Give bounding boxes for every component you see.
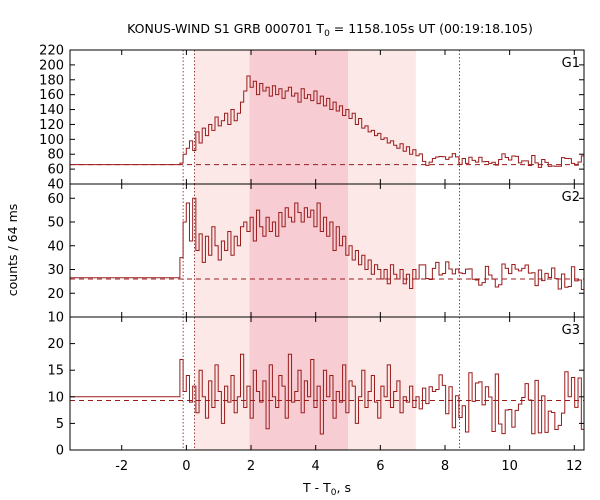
y-tick-label: 220 [39, 44, 64, 59]
y-tick-label: 10 [47, 311, 64, 326]
chart-title: KONUS-WIND S1 GRB 000701 T0 = 1158.105s … [127, 21, 533, 39]
x-tick-label: 6 [376, 459, 384, 474]
y-tick-label: 80 [47, 148, 64, 163]
y-tick-label: 50 [47, 216, 64, 231]
shaded-region-1 [249, 50, 349, 184]
panel-label-g3: G3 [562, 323, 580, 338]
y-tick-label: 15 [47, 364, 64, 379]
y-tick-label: 20 [47, 337, 64, 352]
y-tick-label: 40 [47, 239, 64, 254]
y-tick-label: 60 [47, 192, 64, 207]
light-curve-g1 [70, 75, 584, 168]
y-tick-label: 140 [39, 103, 64, 118]
light-curve-g3 [70, 353, 584, 435]
y-tick-label: 60 [47, 163, 64, 178]
y-tick-label: 40 [47, 178, 64, 193]
x-tick-label: 4 [312, 459, 320, 474]
panels-group: 406080100120140160180200220G110203040506… [39, 44, 585, 459]
y-tick-label: 160 [39, 88, 64, 103]
y-tick-label: 20 [47, 287, 64, 302]
y-axis-label: counts / 64 ms [5, 204, 20, 297]
y-tick-label: 100 [39, 133, 64, 148]
light-curve-g2 [70, 197, 584, 290]
y-tick-label: 5 [56, 417, 64, 432]
y-tick-label: 30 [47, 263, 64, 278]
y-tick-label: 10 [47, 390, 64, 405]
y-tick-label: 0 [56, 444, 64, 459]
y-tick-label: 180 [39, 73, 64, 88]
x-tick-label: 2 [247, 459, 255, 474]
panel-g2: 10 20 30 40 50 60 G2 [47, 183, 585, 326]
x-tick-label: -2 [115, 459, 128, 474]
x-tick-label: 0 [182, 459, 190, 474]
panel-label-g2: G2 [562, 190, 580, 205]
x-axis-label: T - T0, s [302, 480, 351, 498]
x-tick-label: 10 [501, 459, 518, 474]
y-tick-label: 120 [39, 118, 64, 133]
panel-frame [69, 316, 585, 451]
x-tick-label: 8 [441, 459, 449, 474]
panel-g3: 0 5 10 15 20 G3 [47, 316, 585, 459]
panel-label-g1: G1 [562, 56, 580, 71]
shaded-region-1 [249, 184, 349, 317]
x-tick-labels: -2 0 2 4 6 8 10 12 [115, 459, 582, 474]
x-tick-label: 12 [566, 459, 583, 474]
y-tick-label: 200 [39, 58, 64, 73]
